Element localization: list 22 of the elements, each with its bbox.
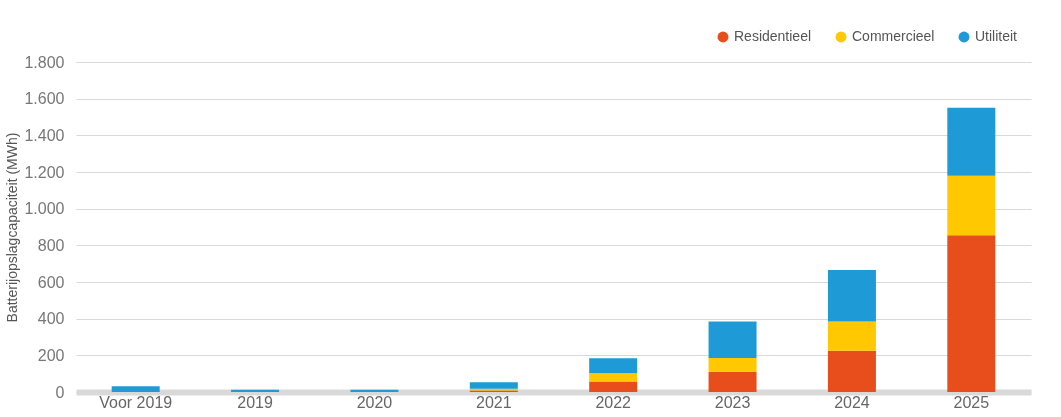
y-tick-label: 400 [37, 310, 65, 328]
x-tick-label: 2023 [714, 393, 751, 411]
x-tick-label: 2024 [834, 393, 870, 411]
y-tick-label: 200 [37, 346, 65, 364]
y-tick-label: 600 [37, 273, 65, 291]
x-tick-label: 2025 [953, 393, 990, 411]
x-tick-label: Voor 2019 [99, 393, 173, 411]
x-tick-label: 2022 [595, 393, 632, 411]
y-tick-label: 1.600 [24, 90, 65, 108]
x-tick-label: 2020 [356, 393, 393, 411]
y-tick-label: 1.000 [24, 200, 65, 218]
x-tick-label: 2021 [476, 393, 512, 411]
legend-label: Utiliteit [975, 28, 1018, 44]
y-axis-title: Batterijopslagcapaciteit (MWh) [4, 132, 21, 323]
y-tick-label: 800 [37, 236, 65, 254]
x-tick-label: 2019 [237, 393, 273, 411]
y-tick-label: 0 [55, 383, 65, 401]
legend-label: Commercieel [852, 28, 935, 44]
y-tick-label: 1.800 [24, 53, 65, 71]
y-tick-label: 1.400 [24, 126, 65, 144]
legend-label: Residentieel [734, 28, 812, 44]
y-tick-label: 1.200 [24, 163, 65, 181]
